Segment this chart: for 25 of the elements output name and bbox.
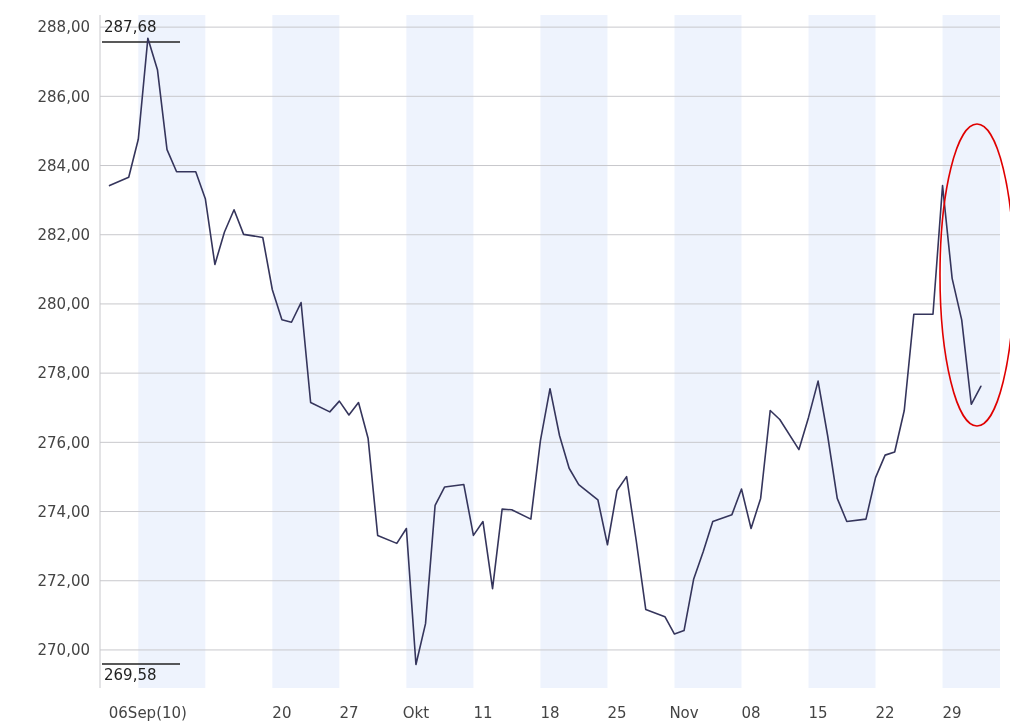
y-tick-label: 288,00 (37, 18, 90, 37)
y-tick-label: 272,00 (37, 571, 90, 590)
y-tick-label: 276,00 (37, 433, 90, 452)
x-tick-label: 27 (339, 704, 359, 722)
y-tick-label: 280,00 (37, 295, 90, 314)
annotation: 269,58 (104, 666, 157, 684)
x-tick-label: 15 (808, 704, 828, 722)
y-tick-label: 286,00 (37, 87, 90, 106)
x-tick-label: 06Sep(10) (108, 704, 187, 722)
y-tick-label: 284,00 (37, 156, 90, 175)
x-tick-label: Okt (402, 704, 430, 722)
y-tick-label: 274,00 (37, 502, 90, 521)
x-tick-label: 20 (272, 704, 292, 722)
annotation: 287,68 (104, 18, 157, 36)
x-tick-label: 08 (741, 704, 761, 722)
y-tick-label: 278,00 (37, 364, 90, 383)
x-tick-label: 18 (540, 704, 560, 722)
line-series (108, 37, 982, 666)
y-tick-label: 270,00 (37, 641, 90, 660)
x-tick-label: 22 (875, 704, 895, 722)
x-tick-label: Nov (669, 704, 699, 722)
x-tick-label: 25 (607, 704, 627, 722)
y-tick-label: 282,00 (37, 225, 90, 244)
x-tick-label: 29 (942, 704, 962, 722)
x-tick-label: 11 (473, 704, 493, 722)
